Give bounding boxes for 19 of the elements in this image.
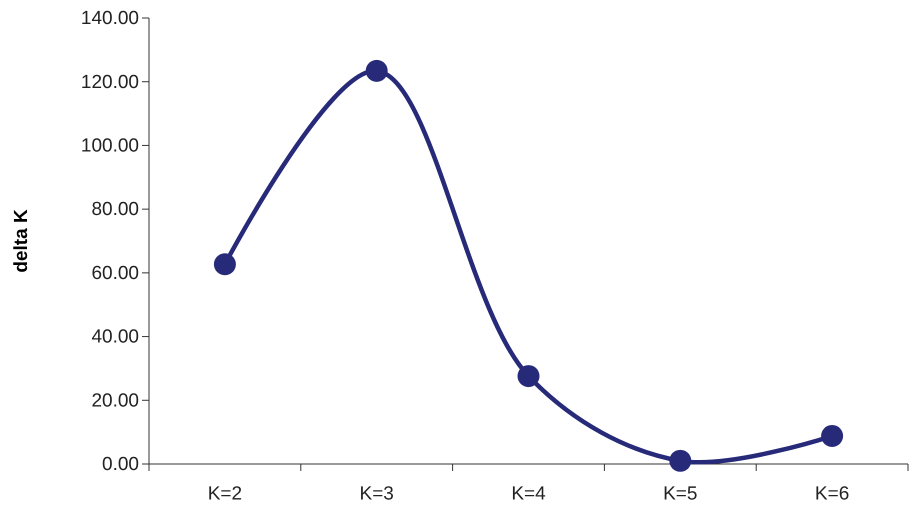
y-tick-label: 140.00 — [80, 8, 139, 30]
x-tick-label: K=2 — [208, 483, 242, 504]
y-tick-label: 60.00 — [91, 262, 139, 284]
point — [366, 60, 388, 82]
y-tick-label: 80.00 — [91, 199, 139, 220]
y-axis-title: delta K — [11, 209, 32, 273]
point — [518, 365, 540, 388]
point — [669, 450, 692, 472]
x-tick-label: K=4 — [511, 483, 546, 504]
y-tick-label: 40.00 — [91, 326, 139, 348]
y-tick-label: 100.00 — [80, 136, 139, 157]
point — [821, 424, 844, 447]
x-tick-label: K=3 — [360, 483, 394, 504]
y-tick-label: 20.00 — [91, 390, 139, 412]
x-tick-label: K=6 — [814, 483, 850, 504]
x-tick-label: K=5 — [663, 483, 698, 504]
y-tick-label: 120.00 — [80, 72, 139, 93]
y-tick-label: 0.00 — [102, 454, 139, 476]
point — [214, 253, 236, 276]
